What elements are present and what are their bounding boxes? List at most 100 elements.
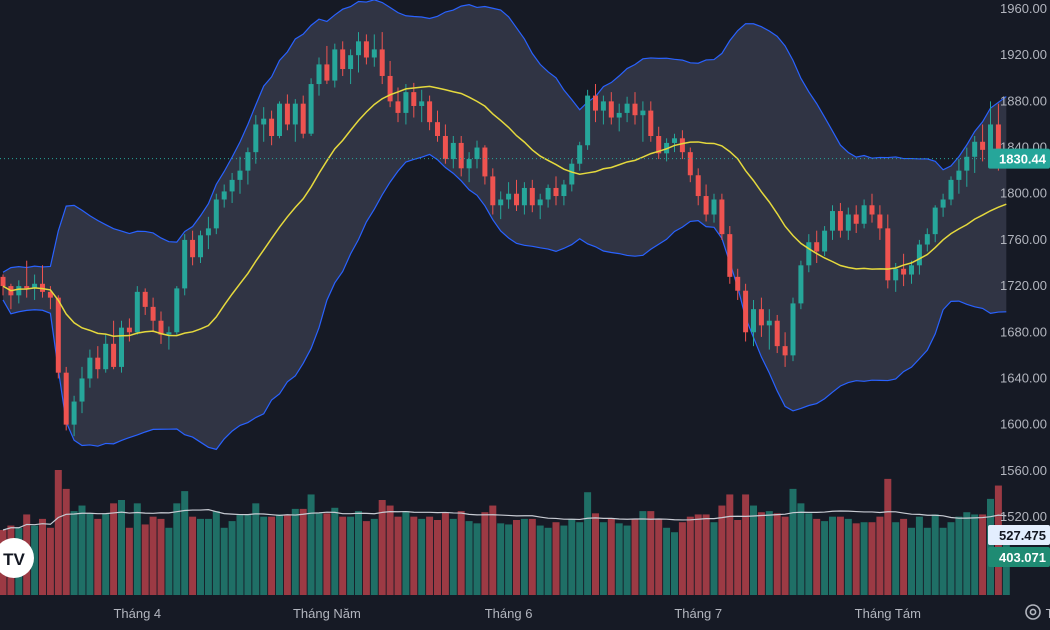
candle-body xyxy=(182,239,188,289)
candle-body xyxy=(32,283,38,289)
candle-body xyxy=(87,357,93,379)
volume-bar xyxy=(299,508,307,595)
candle-body xyxy=(458,142,464,169)
candle-body xyxy=(237,170,243,180)
price-tick-label: 1800.00 xyxy=(1000,186,1047,201)
volume-bar xyxy=(244,514,252,595)
volume-bar xyxy=(110,503,118,595)
candle-body xyxy=(514,193,519,206)
candle-body xyxy=(142,291,148,307)
candle-body xyxy=(166,332,172,335)
time-axis[interactable]: Tháng 4 Tháng Năm Tháng 6 Tháng 7 Tháng Tám T… xyxy=(113,606,1050,621)
volume-bar xyxy=(876,516,884,595)
volume-bar xyxy=(252,503,260,595)
volume-bar xyxy=(489,505,497,595)
candle-body xyxy=(395,101,401,113)
volume-bar xyxy=(765,511,773,595)
volume-bar xyxy=(686,516,694,595)
volume-bar xyxy=(844,518,852,595)
gear-icon[interactable] xyxy=(1025,604,1041,620)
volume-bar xyxy=(220,527,228,595)
candle-body xyxy=(814,242,820,252)
volume-bar xyxy=(615,523,623,595)
volume-bar xyxy=(133,503,141,595)
volume-bar xyxy=(70,511,78,595)
volume-bar xyxy=(165,527,173,595)
candle-body xyxy=(758,309,764,326)
volume-bar xyxy=(757,512,765,595)
volume-bar xyxy=(726,494,734,595)
volume-bar xyxy=(631,518,639,595)
volume-bar xyxy=(892,522,900,595)
candle-body xyxy=(853,214,859,224)
candle-body xyxy=(624,103,630,113)
volume-bar xyxy=(323,513,331,595)
candle-body xyxy=(411,92,417,106)
volume-bar xyxy=(963,512,971,595)
candle-body xyxy=(861,205,867,224)
volume-bar xyxy=(125,527,133,595)
volume-bar xyxy=(592,513,599,595)
tradingview-logo[interactable]: TV xyxy=(0,538,34,578)
volume-bar xyxy=(307,494,315,595)
volume-bar xyxy=(497,523,505,595)
volume-bar xyxy=(402,511,410,595)
candle-body xyxy=(822,230,828,252)
volume-bar xyxy=(694,514,702,595)
volume-bar xyxy=(276,514,283,595)
volume-bar xyxy=(505,524,513,595)
volume-bar xyxy=(394,516,402,595)
candle-body xyxy=(577,145,583,164)
volume-bar xyxy=(118,500,125,595)
price-tick-label: 1760.00 xyxy=(1000,232,1047,247)
candle-body xyxy=(600,101,606,111)
last-price-badge-text: 1830.44 xyxy=(999,152,1047,167)
candle-body xyxy=(371,49,377,58)
volume-bar xyxy=(789,488,797,595)
candle-body xyxy=(466,159,472,169)
moving-average-line xyxy=(2,85,1007,338)
volume-bar xyxy=(204,518,212,595)
candle-body xyxy=(474,147,480,160)
candle-body xyxy=(837,211,843,231)
candle-body xyxy=(103,343,109,370)
candle-body xyxy=(640,110,646,116)
volume-bar xyxy=(805,513,813,595)
volume-bar xyxy=(268,516,276,595)
candle-body xyxy=(63,372,69,425)
candle-body xyxy=(403,92,409,113)
volume-bar xyxy=(260,516,268,595)
volume-bar xyxy=(544,527,552,595)
candle-body xyxy=(687,152,693,176)
volume-bar xyxy=(457,511,465,595)
candle-body xyxy=(648,110,654,136)
candle-body xyxy=(585,95,591,146)
candle-body xyxy=(774,320,780,347)
candle-body xyxy=(766,320,772,326)
time-tick-label: Tháng Tám xyxy=(855,606,921,621)
volume-bar xyxy=(829,516,836,595)
volume-bar xyxy=(86,513,94,595)
candle-body xyxy=(964,156,970,171)
candle-body xyxy=(719,199,725,235)
volume-bar xyxy=(663,527,671,595)
volume-bar xyxy=(197,518,204,595)
candle-body xyxy=(703,196,709,215)
price-tick-label: 1520.00 xyxy=(1000,509,1047,524)
volume-bar xyxy=(434,520,441,595)
candle-body xyxy=(956,170,962,180)
candle-body xyxy=(782,346,788,356)
candle-body xyxy=(948,179,954,200)
candle-body xyxy=(995,124,1001,160)
volume-bar xyxy=(520,518,528,595)
candle-body xyxy=(427,101,433,123)
candle-body xyxy=(656,136,662,154)
price-tick-label: 1680.00 xyxy=(1000,324,1047,339)
bollinger-lower-line xyxy=(2,153,1007,451)
volume-bar xyxy=(102,513,110,595)
candle-body xyxy=(213,199,219,229)
volume-bar xyxy=(821,521,829,595)
candle-body xyxy=(980,141,986,150)
candle-body xyxy=(316,64,322,85)
